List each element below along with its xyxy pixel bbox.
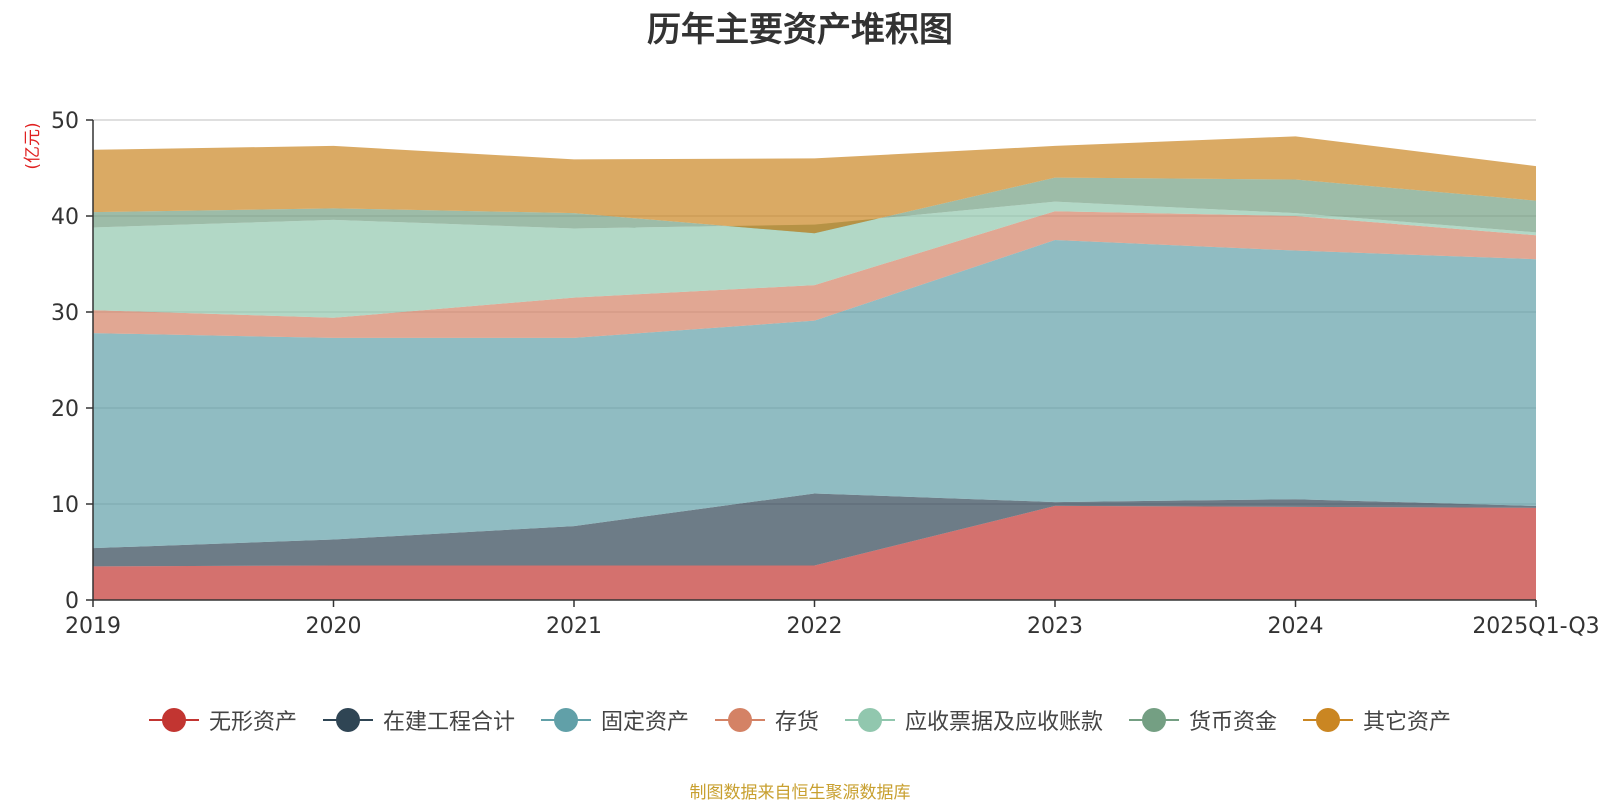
area-chart: 0 10 20 30 40 50 2019 2020 2021 2022 2023 2024 2025Q… [23, 109, 1600, 639]
legend-item-6[interactable]: 其它资产 [1303, 704, 1451, 736]
legend-marker-icon [845, 708, 895, 732]
x-tick-label: 2025Q1-Q3 [1472, 614, 1599, 639]
legend-item-0[interactable]: 无形资产 [148, 704, 297, 736]
x-tick-label: 2021 [546, 614, 602, 639]
legend-item-3[interactable]: 存货 [714, 704, 819, 736]
y-tick-label: 30 [51, 301, 79, 326]
area-series-4[interactable] [93, 201, 1536, 318]
y-tick-label: 0 [65, 589, 79, 614]
y-tick-label: 20 [51, 397, 79, 422]
legend-label: 无形资产 [208, 710, 297, 735]
legend-label: 应收票据及应收账款 [905, 710, 1104, 735]
legend-label: 在建工程合计 [382, 710, 515, 735]
legend-marker-icon [714, 708, 765, 732]
area-series-6[interactable] [93, 136, 1536, 234]
y-tick-label: 40 [51, 205, 79, 230]
legend-label: 其它资产 [1363, 710, 1452, 735]
area-series-2[interactable] [93, 240, 1536, 549]
area-series-3[interactable] [93, 211, 1536, 338]
y-axis-label: (亿元) [23, 122, 43, 169]
x-tick-label: 2019 [65, 614, 121, 639]
legend-label: 货币资金 [1189, 710, 1278, 735]
area-series-0[interactable] [93, 505, 1536, 600]
legend-label: 固定资产 [600, 710, 689, 735]
legend-item-4[interactable]: 应收票据及应收账款 [845, 704, 1103, 736]
legend-marker-icon [322, 708, 373, 732]
x-tick-label: 2020 [306, 614, 362, 639]
legend-item-1[interactable]: 在建工程合计 [322, 704, 515, 736]
legend-marker-icon [148, 708, 199, 732]
legend-label: 存货 [774, 710, 819, 735]
legend-marker-icon [1129, 708, 1180, 732]
x-tick-label: 2023 [1027, 614, 1083, 639]
source-note: 制图数据来自恒生聚源数据库 [689, 783, 911, 803]
chart-title: 历年主要资产堆积图 [647, 10, 953, 50]
axes: 0 10 20 30 40 50 2019 2020 2021 2022 2023 2024 2025Q… [51, 109, 1600, 639]
legend-marker-icon [1303, 708, 1354, 732]
x-tick-label: 2022 [787, 614, 843, 639]
stacked-areas [93, 136, 1536, 600]
legend-item-5[interactable]: 货币资金 [1129, 704, 1277, 736]
legend: 无形资产 在建工程合计 固定资产 存货 应收票据及应收账款 货币资金 其它资产 [0, 702, 1600, 738]
y-tick-label: 10 [51, 493, 79, 518]
legend-marker-icon [540, 708, 591, 732]
area-series-1[interactable] [93, 493, 1536, 567]
legend-item-2[interactable]: 固定资产 [540, 704, 689, 736]
y-tick-label: 50 [51, 109, 79, 134]
area-series-5[interactable] [93, 177, 1536, 234]
x-tick-label: 2024 [1268, 614, 1324, 639]
